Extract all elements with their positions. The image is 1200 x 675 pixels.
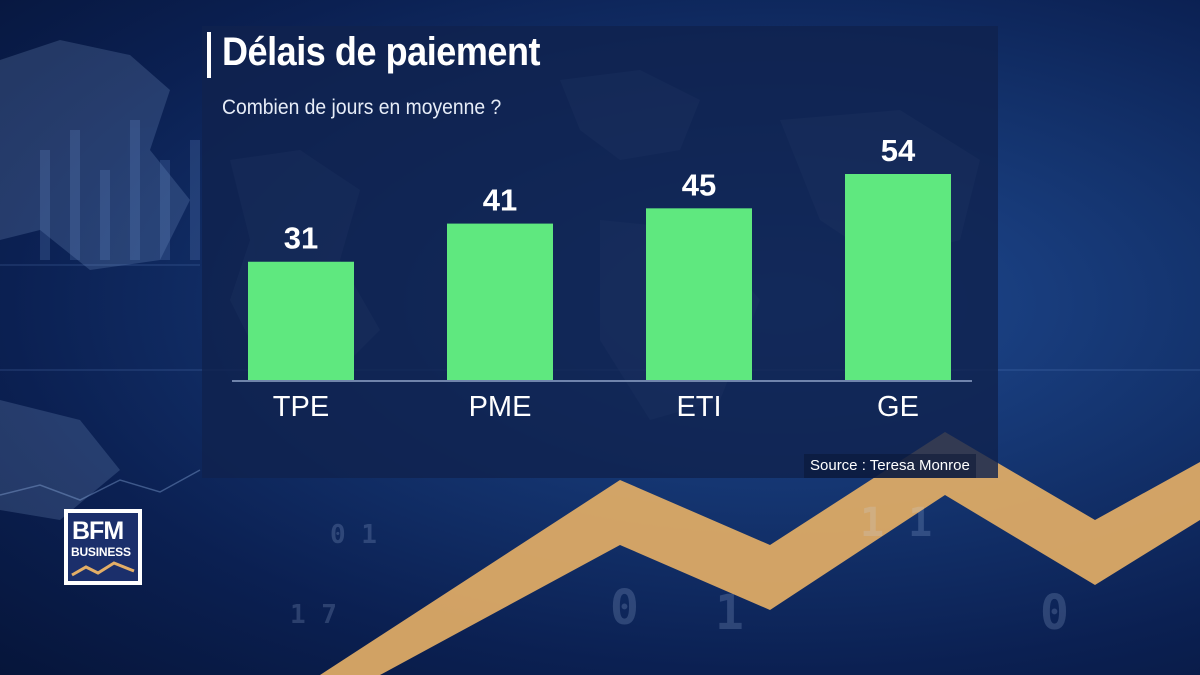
bar-tpe	[248, 261, 354, 380]
data-label-ge: 54	[881, 133, 916, 168]
bar-chart: 31 TPE 41 PME 45 ETI 54 GE	[232, 133, 972, 423]
chart-title: Délais de paiement	[222, 30, 541, 74]
data-label-pme: 41	[483, 183, 517, 218]
logo-business-text: BUSINESS	[71, 545, 131, 559]
category-label-ge: GE	[877, 391, 919, 423]
category-label-tpe: TPE	[273, 391, 329, 423]
background-digits: 1 7	[290, 600, 337, 630]
data-label-tpe: 31	[284, 221, 318, 256]
category-label-eti: ETI	[676, 391, 721, 423]
bar-eti	[646, 208, 752, 380]
data-label-eti: 45	[682, 167, 716, 202]
background-digits: 1 1	[860, 500, 933, 546]
chart-subtitle: Combien de jours en moyenne ?	[222, 96, 502, 119]
logo-bfm-text: BFM	[72, 517, 124, 545]
source-label: Source : Teresa Monroe	[804, 454, 976, 478]
background-digits: 0	[1040, 585, 1069, 641]
bar-pme	[447, 223, 553, 380]
background-digits: 0 1	[330, 520, 377, 550]
bar-ge	[845, 174, 951, 380]
logo-background: BFM BUSINESS	[68, 513, 138, 581]
background-digits: 0	[610, 580, 639, 636]
background-digits: 1	[715, 585, 744, 641]
category-label-pme: PME	[469, 391, 532, 423]
bfm-business-logo: BFM BUSINESS	[64, 509, 142, 585]
logo-trend-icon	[71, 561, 135, 577]
title-accent-bar	[207, 32, 211, 78]
